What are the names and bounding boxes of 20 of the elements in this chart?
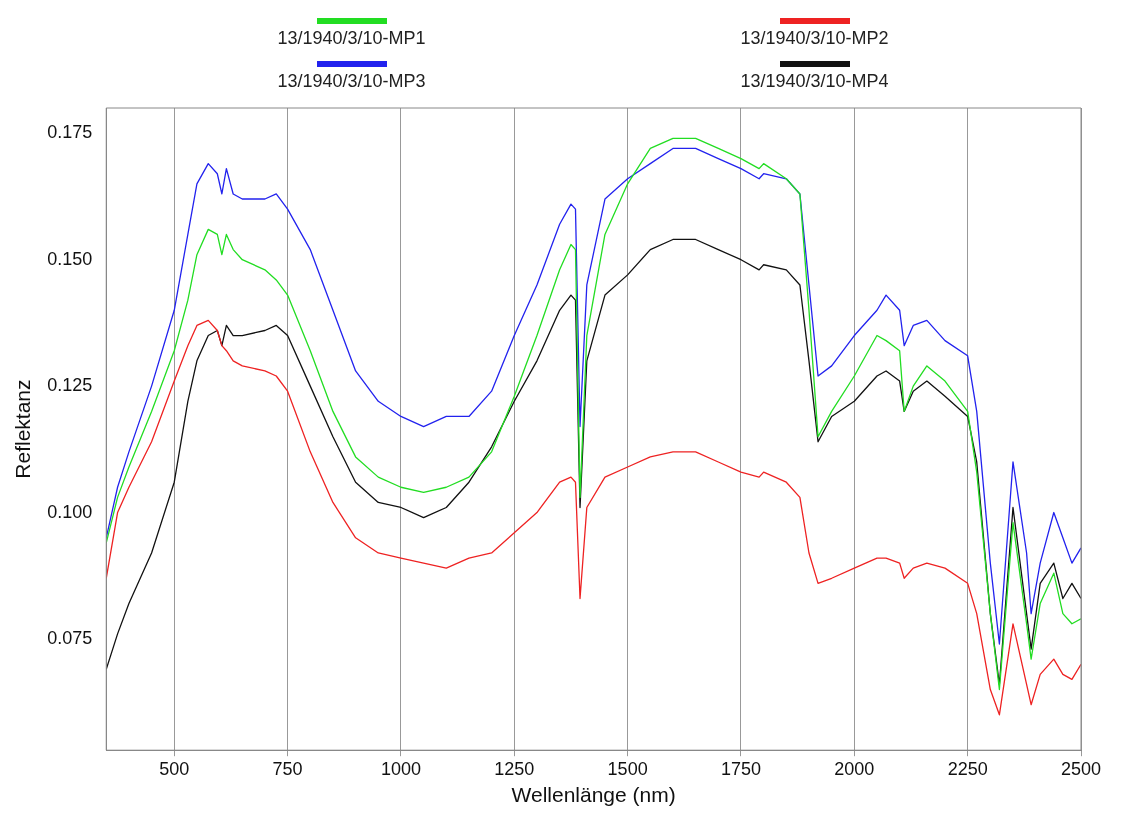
legend-label: 13/1940/3/10-MP2 [740, 28, 889, 49]
legend-label: 13/1940/3/10-MP4 [740, 71, 889, 92]
y-tick-label: 0.150 [47, 248, 93, 269]
x-tick-label: 1000 [380, 758, 421, 779]
x-tick-label: 2000 [834, 758, 875, 779]
legend-label: 13/1940/3/10-MP1 [277, 28, 426, 49]
y-tick-label: 0.175 [47, 122, 93, 143]
x-tick-label: 750 [272, 758, 303, 779]
x-tick-label: 2250 [947, 758, 988, 779]
y-tick-label: 0.125 [47, 375, 93, 396]
x-axis-title: Wellenlänge (nm) [511, 783, 676, 807]
x-tick-label: 2500 [1060, 758, 1102, 779]
y-tick-label: 0.075 [47, 627, 93, 648]
x-tick-label: 1500 [607, 758, 648, 779]
legend-label: 13/1940/3/10-MP3 [277, 71, 426, 92]
x-tick-label: 1750 [720, 758, 761, 779]
y-axis-title: Reflektanz [11, 379, 35, 479]
x-tick-label: 1250 [494, 758, 535, 779]
x-tick-label: 500 [159, 758, 190, 779]
y-tick-label: 0.100 [47, 501, 93, 522]
